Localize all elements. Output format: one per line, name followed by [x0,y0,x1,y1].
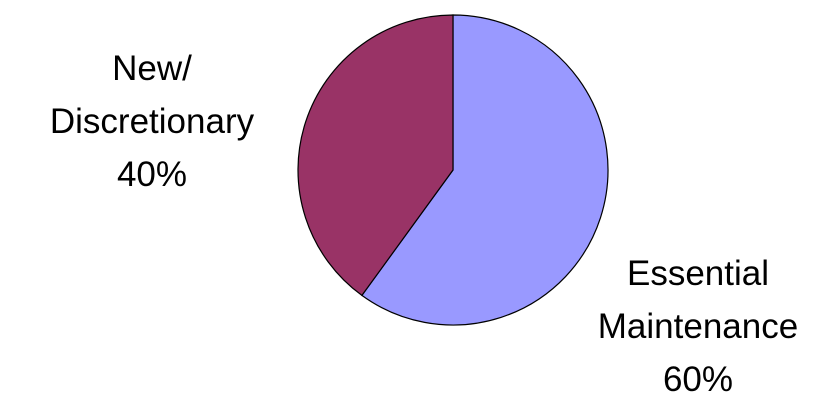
slice-value-label-0: 60% [663,360,733,399]
slice-name-label-1: New/ [112,49,192,88]
pie-slice-0 [361,14,609,326]
pie-slices [297,14,609,326]
slice-value-label-1: 40% [117,155,187,194]
slice-name-label-0: Maintenance [598,307,798,346]
slice-name-label-1: Discretionary [50,102,255,141]
pie-labels: Essential Maintenance 60% New/Discretionary… [50,49,798,399]
pie-slice-1 [297,14,454,297]
slice-name-label-0: Essential [627,254,769,293]
